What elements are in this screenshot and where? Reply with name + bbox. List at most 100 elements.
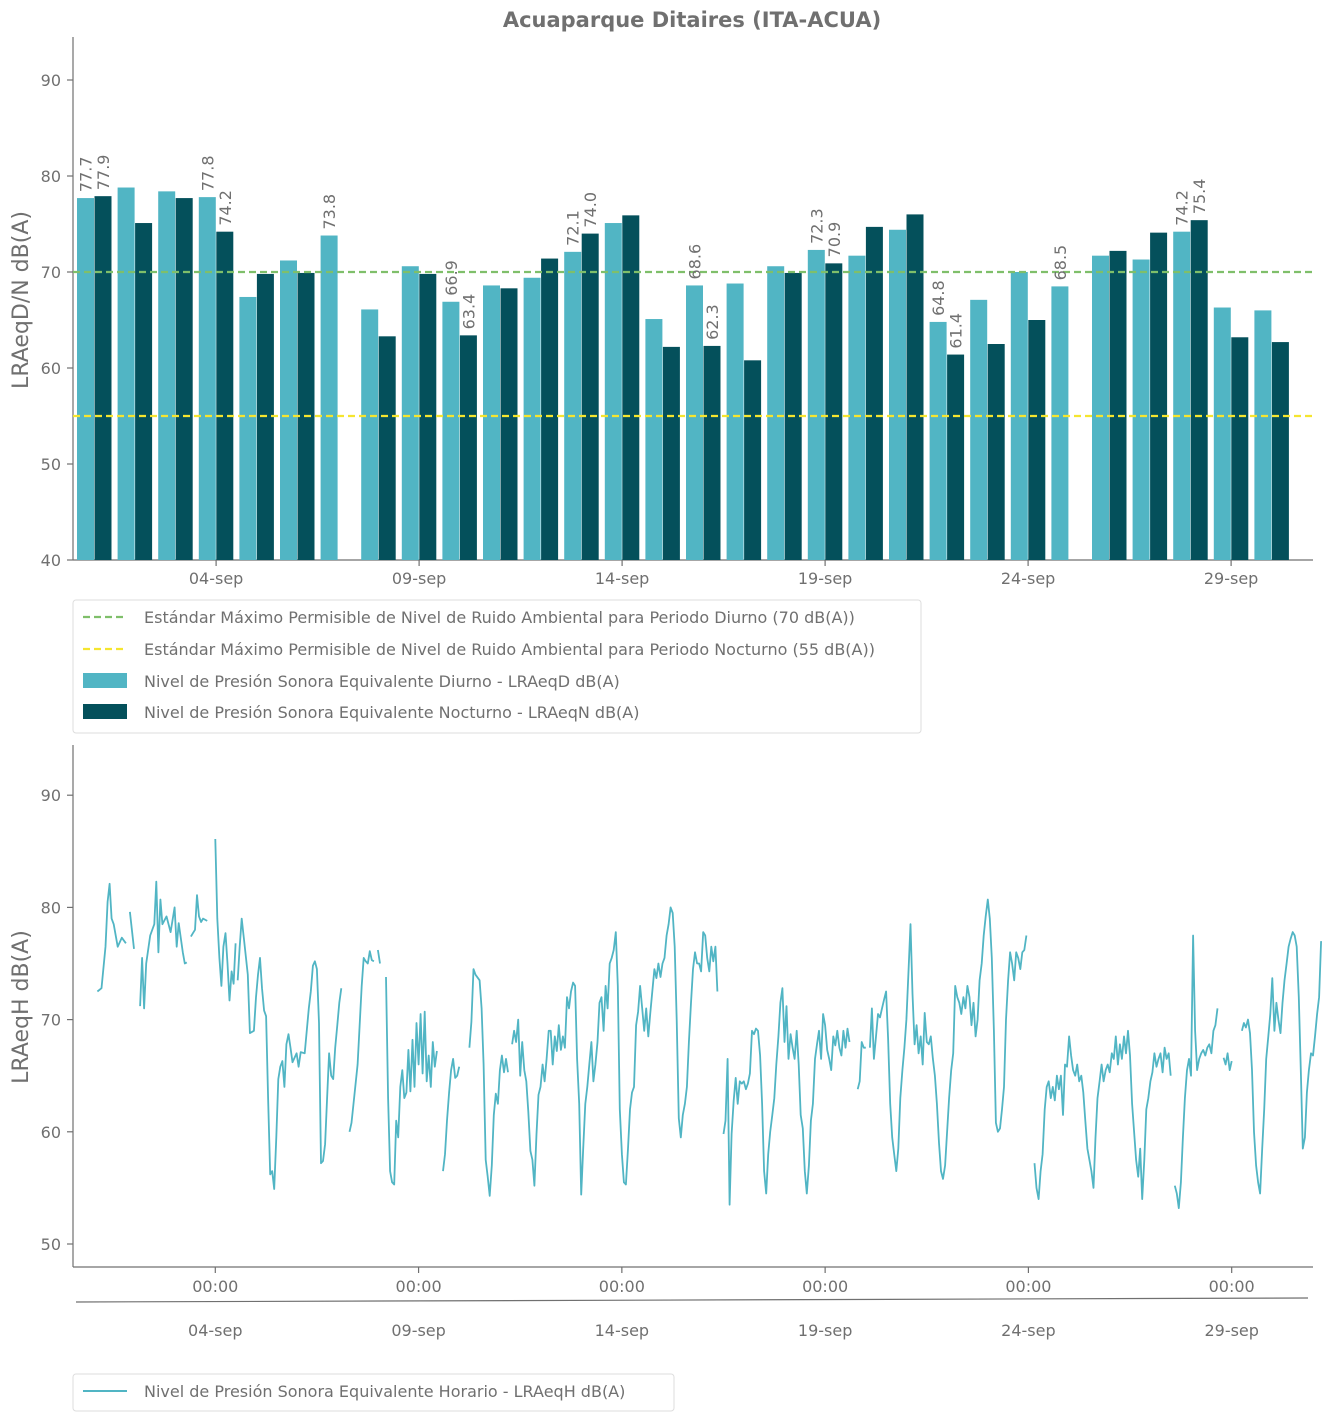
top-x-tick-label: 29-sep	[1204, 569, 1258, 588]
bar-day-12-sep	[523, 277, 541, 560]
bar-data-label: 62.3	[703, 304, 722, 340]
bottom-y-tick-label: 70	[41, 1011, 61, 1030]
hourly-line-series	[96, 838, 1322, 1209]
bar-day-28-sep	[1173, 231, 1191, 560]
hourly-line-segment-13	[856, 1041, 866, 1090]
bar-series	[77, 187, 1289, 561]
bar-night-22-sep	[947, 354, 965, 560]
bottom-y-tick-label: 90	[41, 786, 61, 805]
top-y-axis-label: LRAeqD/N dB(A)	[9, 211, 34, 389]
hourly-line-segment-2	[139, 880, 188, 1010]
bar-day-20-sep	[848, 255, 866, 560]
hourly-line-segment-18	[1241, 931, 1322, 1195]
hourly-line-segment-6	[348, 950, 375, 1132]
bar-data-label: 74.2	[216, 190, 235, 226]
top-legend-frame	[72, 599, 922, 734]
top-y-tick-label: 40	[41, 551, 61, 570]
bar-night-10-sep	[459, 335, 477, 560]
bar-night-15-sep	[662, 346, 680, 560]
bar-day-26-sep	[1092, 255, 1109, 560]
legend-night-label: Nivel de Presión Sonora Equivalente Noct…	[144, 703, 639, 722]
bar-day-16-sep	[686, 285, 703, 560]
top-x-ticks: 04-sep 09-sep 14-sep 19-sep 24-sep 29-sep	[189, 560, 1258, 588]
bar-day-25-sep	[1051, 286, 1069, 560]
bar-night-24-sep	[1028, 320, 1046, 560]
bar-day-04-sep	[198, 197, 216, 560]
top-x-tick-label: 19-sep	[798, 569, 852, 588]
bar-day-27-sep	[1132, 259, 1150, 560]
top-y-tick-label: 60	[41, 359, 61, 378]
bar-day-30-sep	[1254, 310, 1272, 560]
top-x-tick-label: 09-sep	[392, 569, 446, 588]
bar-day-06-sep	[280, 260, 297, 560]
legend-day-swatch	[83, 673, 127, 688]
bar-data-label: 64.8	[929, 280, 948, 316]
bottom-x-date-label: 29-sep	[1204, 1321, 1258, 1340]
top-x-tick-label: 04-sep	[189, 569, 243, 588]
bar-day-07-sep	[320, 235, 338, 560]
bar-night-28-sep	[1190, 220, 1208, 560]
bottom-y-axis-label: LRAeqH dB(A)	[9, 930, 34, 1084]
hourly-line-segment-12	[722, 987, 851, 1206]
bar-day-03-sep	[158, 191, 176, 561]
hourly-line-segment-8	[385, 976, 438, 1186]
bar-night-19-sep	[825, 263, 843, 560]
date-axis-separator	[75, 1297, 1309, 1303]
legend-night-swatch	[83, 704, 127, 719]
bar-night-13-sep	[581, 233, 599, 560]
hourly-line-segment-1	[129, 911, 135, 949]
bar-data-label: 61.4	[947, 313, 966, 349]
bar-day-14-sep	[604, 223, 622, 561]
bar-day-08-sep	[361, 309, 379, 560]
bar-day-19-sep	[807, 249, 825, 561]
bar-data-label: 74.0	[581, 192, 600, 228]
bar-day-29-sep	[1213, 307, 1231, 560]
bar-day-01-sep	[77, 198, 94, 560]
bar-data-label: 77.8	[198, 155, 217, 191]
bar-day-13-sep	[564, 251, 582, 560]
bottom-x-date-label: 09-sep	[391, 1321, 445, 1340]
bar-day-15-sep	[645, 319, 663, 560]
bar-data-label: 77.9	[94, 155, 113, 191]
bar-night-08-sep	[378, 336, 396, 560]
bar-day-11-sep	[483, 285, 500, 560]
legend-std-night-label: Estándar Máximo Permisible de Nivel de R…	[144, 640, 875, 659]
bar-day-09-sep	[401, 266, 419, 560]
bar-night-03-sep	[175, 198, 193, 560]
bottom-x-time-label: 00:00	[802, 1277, 848, 1296]
bottom-legend: Nivel de Presión Sonora Equivalente Hora…	[72, 1373, 675, 1412]
bar-day-05-sep	[239, 296, 257, 560]
bar-day-23-sep	[970, 299, 988, 560]
bar-night-17-sep	[744, 360, 762, 560]
chart-title: Acuaparque Ditaires (ITA-ACUA)	[503, 8, 881, 32]
legend-hourly-label: Nivel de Presión Sonora Equivalente Hora…	[144, 1382, 625, 1401]
top-y-tick-label: 90	[41, 71, 61, 90]
bar-day-22-sep	[929, 321, 947, 560]
bar-data-label: 72.3	[807, 208, 826, 244]
bottom-x-time-label: 00:00	[396, 1277, 442, 1296]
top-y-tick-label: 70	[41, 263, 61, 282]
hourly-line-segment-7	[377, 949, 381, 964]
bottom-x-time-label: 00:00	[1005, 1277, 1051, 1296]
hourly-line-segment-16	[1173, 934, 1219, 1209]
bottom-x-time-label: 00:00	[192, 1277, 238, 1296]
bottom-x-time-label: 00:00	[1209, 1277, 1255, 1296]
bar-night-29-sep	[1231, 337, 1249, 560]
bottom-y-ticks: 50 60 70 80 90	[41, 786, 73, 1254]
top-legend: Estándar Máximo Permisible de Nivel de R…	[72, 599, 922, 734]
legend-std-day-label: Estándar Máximo Permisible de Nivel de R…	[144, 608, 855, 627]
top-y-tick-label: 80	[41, 167, 61, 186]
bottom-x-date-label: 14-sep	[595, 1321, 649, 1340]
bottom-y-tick-label: 50	[41, 1235, 61, 1254]
bottom-y-tick-label: 80	[41, 898, 61, 917]
hourly-line-segment-15	[1033, 1029, 1172, 1200]
bar-night-12-sep	[541, 258, 559, 560]
bar-data-label: 66.9	[442, 260, 461, 296]
top-y-tick-label: 50	[41, 455, 61, 474]
hourly-line-segment-11	[511, 906, 719, 1196]
hourly-line-segment-10	[468, 968, 509, 1197]
bar-data-label: 74.2	[1173, 190, 1192, 226]
legend-day-label: Nivel de Presión Sonora Equivalente Diur…	[144, 672, 620, 691]
bar-data-label: 73.8	[320, 194, 339, 230]
